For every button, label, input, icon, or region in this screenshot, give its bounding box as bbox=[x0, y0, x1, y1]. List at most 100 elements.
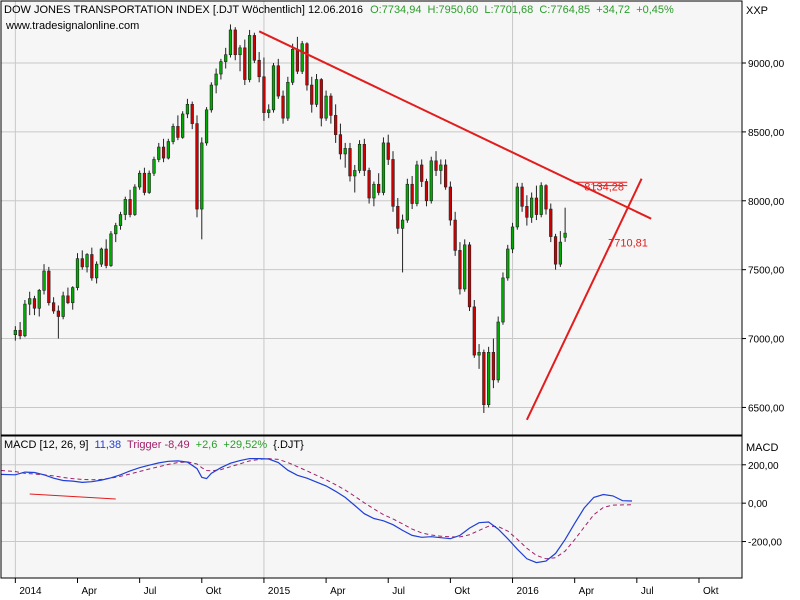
candle-body bbox=[75, 258, 80, 288]
candle-body bbox=[209, 84, 213, 111]
candle-body bbox=[214, 73, 218, 86]
grid-lines bbox=[1, 1, 742, 578]
candle-body bbox=[32, 298, 37, 309]
candle-body bbox=[281, 95, 285, 119]
price-tick-label: 9000,00 bbox=[748, 59, 785, 70]
candle-body bbox=[262, 76, 266, 113]
time-tick-label: Jul bbox=[392, 586, 405, 597]
time-tick-label: Okt bbox=[703, 586, 719, 597]
candle-body bbox=[396, 205, 400, 229]
candlestick-series bbox=[13, 24, 567, 413]
candle-body bbox=[506, 248, 510, 279]
candle-body bbox=[353, 170, 357, 177]
price-tick-label: 8000,00 bbox=[748, 197, 785, 208]
price-tick-label: 7500,00 bbox=[748, 266, 785, 277]
candle-body bbox=[80, 258, 84, 268]
candle-body bbox=[482, 352, 486, 405]
candle-body bbox=[114, 225, 118, 235]
macd-tick-label: 200,00 bbox=[748, 461, 779, 472]
time-tick-label: Jul bbox=[641, 586, 654, 597]
candle-body bbox=[56, 310, 60, 317]
candle-body bbox=[534, 197, 539, 215]
candle-body bbox=[472, 306, 476, 356]
price-tick-label: 8500,00 bbox=[748, 128, 785, 139]
candle-body bbox=[491, 352, 496, 381]
candle-body bbox=[128, 199, 132, 215]
macd-series bbox=[0, 458, 633, 564]
candle-body bbox=[348, 148, 352, 177]
candle-body bbox=[185, 104, 190, 115]
candle-body bbox=[90, 254, 94, 279]
macd-header: MACD [12, 26, 9] 11,38 Trigger -8,49 +2,… bbox=[4, 439, 778, 454]
candle-body bbox=[286, 81, 290, 119]
candle-body bbox=[539, 185, 543, 215]
candle-body bbox=[276, 65, 280, 97]
candle-body bbox=[47, 270, 51, 304]
candle-body bbox=[271, 65, 276, 111]
candle-body bbox=[23, 303, 27, 337]
candle-body bbox=[109, 233, 113, 266]
candle-body bbox=[515, 186, 519, 228]
candle-body bbox=[501, 277, 505, 323]
candle-body bbox=[195, 123, 199, 210]
time-tick-label: 2014 bbox=[19, 586, 42, 597]
candle-body bbox=[291, 48, 295, 83]
candle-body bbox=[420, 164, 424, 182]
macd-tick-label: 0,00 bbox=[748, 499, 768, 510]
candle-body bbox=[42, 270, 46, 291]
candle-body bbox=[463, 244, 467, 290]
candle-body bbox=[147, 172, 151, 193]
candle-body bbox=[267, 109, 271, 113]
candle-body bbox=[429, 160, 433, 202]
time-tick-label: Okt bbox=[454, 586, 470, 597]
candle-body bbox=[37, 290, 41, 309]
candle-body bbox=[247, 35, 252, 80]
candle-body bbox=[295, 48, 300, 72]
candle-body bbox=[18, 329, 22, 337]
time-tick-label: 2015 bbox=[268, 586, 291, 597]
candle-body bbox=[61, 295, 65, 317]
candle-body bbox=[71, 287, 75, 304]
candle-body bbox=[367, 170, 371, 199]
candle-body bbox=[381, 142, 386, 193]
macd-line bbox=[0, 458, 633, 564]
chart-title: DOW JONES TRANSPORTATION INDEX [.DJT Wöc… bbox=[4, 4, 674, 16]
candle-body bbox=[410, 183, 414, 204]
trendline bbox=[258, 30, 652, 220]
candle-body bbox=[300, 43, 304, 72]
candle-body bbox=[467, 244, 472, 308]
candle-body bbox=[94, 263, 99, 279]
candle-body bbox=[448, 186, 452, 221]
price-tick-label: 7000,00 bbox=[748, 335, 785, 346]
candle-body bbox=[329, 95, 333, 116]
candle-body bbox=[85, 254, 89, 268]
candle-body bbox=[104, 248, 108, 266]
candle-body bbox=[563, 232, 567, 238]
candle-body bbox=[176, 126, 180, 138]
time-tick-label: Apr bbox=[81, 586, 97, 597]
candle-body bbox=[544, 185, 548, 210]
candle-body bbox=[204, 109, 209, 144]
candle-body bbox=[142, 172, 147, 193]
candle-body bbox=[252, 35, 256, 61]
candle-body bbox=[233, 29, 237, 56]
candle-body bbox=[324, 95, 328, 119]
candle-body bbox=[334, 115, 338, 135]
candle-body bbox=[66, 295, 70, 304]
candle-body bbox=[118, 214, 123, 226]
candle-body bbox=[458, 250, 462, 290]
candle-body bbox=[166, 141, 170, 159]
macd-tick-label: -200,00 bbox=[748, 538, 782, 549]
candle-body bbox=[305, 43, 309, 86]
candle-body bbox=[549, 208, 553, 237]
candle-body bbox=[424, 181, 429, 202]
time-tick-label: Apr bbox=[330, 586, 346, 597]
time-tick-label: Jul bbox=[144, 586, 157, 597]
time-tick-label: Apr bbox=[579, 586, 595, 597]
candle-body bbox=[362, 143, 366, 171]
level-label-high: 8134,28 bbox=[584, 181, 624, 193]
candle-body bbox=[400, 219, 405, 229]
source-label: www.tradesignalonline.com bbox=[5, 20, 139, 32]
candle-body bbox=[257, 59, 261, 78]
